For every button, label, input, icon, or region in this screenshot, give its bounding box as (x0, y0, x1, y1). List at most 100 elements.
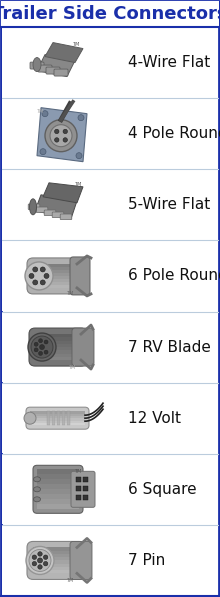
Bar (37, 479, 79, 484)
Circle shape (45, 119, 77, 152)
Bar (33, 285, 77, 288)
Circle shape (44, 273, 49, 278)
Circle shape (38, 338, 42, 343)
Bar (57, 411, 59, 425)
Bar (37, 499, 79, 504)
Bar (30, 423, 85, 425)
Bar (30, 414, 85, 416)
Bar (30, 420, 85, 423)
Bar (35, 347, 81, 350)
Text: Trailer Side Connectors: Trailer Side Connectors (0, 5, 220, 23)
Bar (76, 495, 81, 500)
Bar (35, 337, 81, 340)
FancyBboxPatch shape (30, 62, 44, 69)
Bar (62, 411, 64, 425)
Circle shape (55, 138, 59, 142)
Bar (76, 486, 81, 491)
Bar (83, 477, 88, 482)
Text: TM: TM (75, 182, 82, 187)
Circle shape (43, 555, 48, 559)
Bar (33, 547, 79, 550)
Bar (1, 1, 219, 27)
Ellipse shape (33, 477, 40, 482)
Bar (83, 495, 88, 500)
Circle shape (43, 562, 48, 566)
Polygon shape (37, 54, 75, 76)
FancyBboxPatch shape (44, 210, 56, 216)
Circle shape (63, 138, 68, 142)
Text: TM: TM (37, 109, 44, 114)
Text: 4-Wire Flat: 4-Wire Flat (128, 55, 210, 70)
Bar (33, 282, 77, 285)
Bar (33, 567, 79, 570)
Circle shape (55, 129, 59, 134)
Circle shape (26, 546, 54, 574)
Bar (33, 570, 79, 574)
Bar (83, 486, 88, 491)
Circle shape (38, 565, 42, 569)
Circle shape (40, 267, 45, 272)
Circle shape (42, 110, 48, 116)
Circle shape (50, 125, 72, 147)
Circle shape (44, 340, 48, 344)
Bar (33, 270, 77, 273)
FancyBboxPatch shape (29, 328, 87, 366)
Bar (30, 416, 85, 418)
Circle shape (31, 336, 53, 358)
Ellipse shape (29, 199, 37, 215)
Bar (2, 525, 218, 595)
FancyBboxPatch shape (71, 471, 95, 507)
Bar (2, 312, 218, 382)
Bar (37, 489, 79, 494)
Circle shape (25, 262, 53, 290)
Bar (33, 276, 77, 279)
Ellipse shape (33, 487, 40, 492)
Circle shape (76, 153, 82, 159)
Bar (2, 170, 218, 240)
Bar (33, 554, 79, 557)
Circle shape (38, 552, 42, 556)
Circle shape (24, 412, 36, 424)
FancyBboxPatch shape (27, 258, 83, 294)
FancyBboxPatch shape (60, 214, 72, 220)
Polygon shape (43, 183, 83, 203)
Bar (33, 564, 79, 567)
Bar (37, 504, 79, 509)
Circle shape (29, 549, 51, 571)
FancyBboxPatch shape (36, 207, 48, 213)
Bar (35, 344, 81, 347)
Bar (37, 494, 79, 499)
FancyBboxPatch shape (26, 407, 89, 429)
Bar (2, 99, 218, 169)
Circle shape (32, 555, 37, 559)
Polygon shape (45, 42, 83, 63)
Circle shape (37, 558, 42, 563)
Bar (37, 484, 79, 490)
Ellipse shape (33, 497, 40, 502)
FancyBboxPatch shape (33, 465, 83, 513)
Circle shape (34, 348, 38, 352)
Circle shape (40, 344, 44, 350)
Circle shape (38, 352, 42, 355)
Text: 7 RV Blade: 7 RV Blade (128, 340, 211, 355)
Bar (2, 241, 218, 311)
FancyBboxPatch shape (52, 212, 64, 218)
Text: 5-Wire Flat: 5-Wire Flat (128, 198, 210, 213)
Bar (2, 454, 218, 524)
FancyBboxPatch shape (28, 204, 40, 210)
Bar (67, 411, 70, 425)
Bar (37, 474, 79, 479)
Circle shape (32, 562, 37, 566)
Bar (33, 267, 77, 270)
Bar (33, 557, 79, 561)
Bar (33, 550, 79, 554)
Bar (35, 350, 81, 353)
Circle shape (40, 149, 46, 155)
Polygon shape (37, 107, 87, 162)
Circle shape (33, 280, 38, 285)
Bar (30, 411, 85, 414)
Text: TM: TM (73, 42, 80, 47)
Bar (33, 561, 79, 564)
Bar (35, 334, 81, 337)
FancyBboxPatch shape (70, 257, 90, 295)
